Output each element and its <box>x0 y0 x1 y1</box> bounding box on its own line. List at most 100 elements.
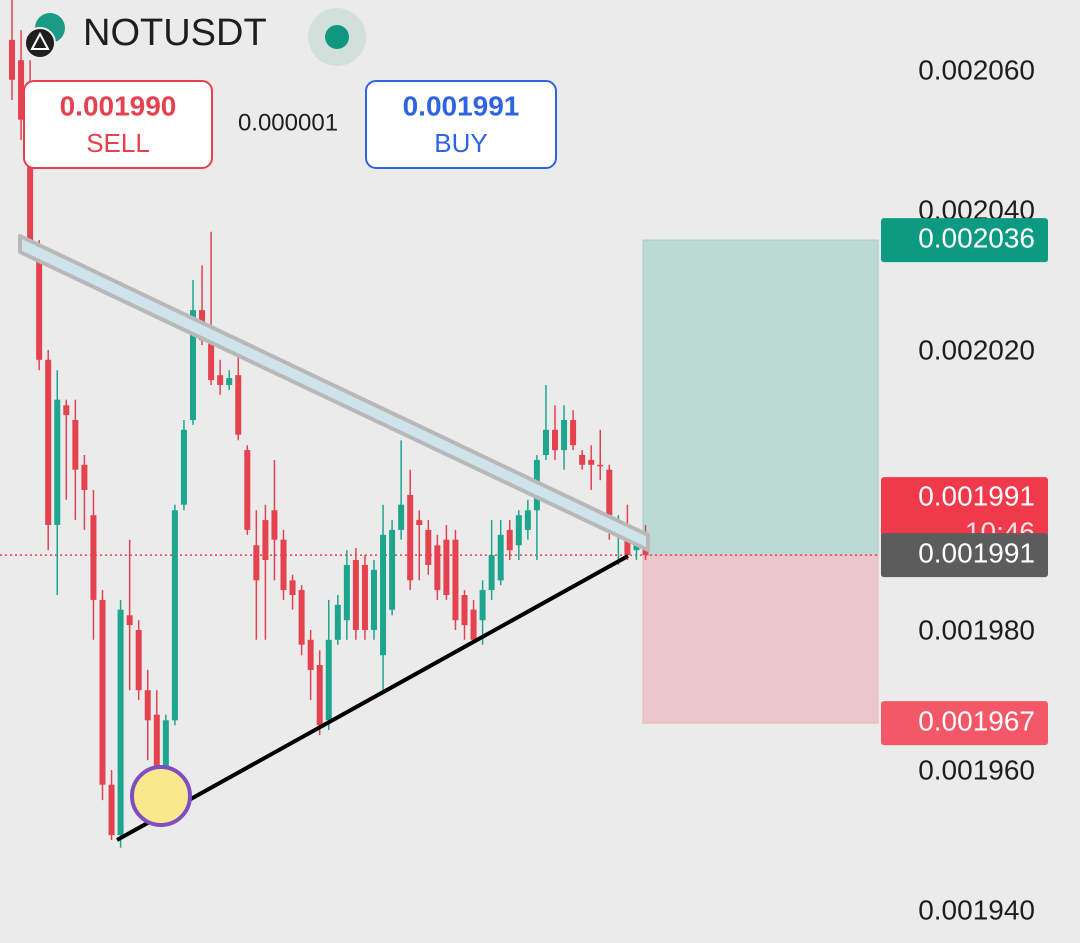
sell-label[interactable]: SELL <box>86 128 150 158</box>
candle-body <box>262 520 269 560</box>
symbol-title: NOTUSDT <box>83 12 267 54</box>
y-tick-label: 0.001940 <box>918 894 1035 925</box>
buy-label[interactable]: BUY <box>434 128 487 158</box>
candle-body <box>389 529 396 610</box>
price-tag-label: 0.001991 <box>918 537 1035 568</box>
candle-body <box>54 399 61 525</box>
candle-body <box>208 329 215 381</box>
candle-body <box>99 599 106 785</box>
candle-body <box>280 539 287 591</box>
candle-body <box>352 560 359 630</box>
last-price-tag-label: 0.001991 <box>918 480 1035 511</box>
candle-body <box>425 529 432 565</box>
candle-body <box>407 494 414 581</box>
candle-body <box>452 539 459 621</box>
candle-body <box>506 529 513 551</box>
candle-body <box>180 429 187 505</box>
candle-body <box>624 529 631 556</box>
candle-body <box>579 455 586 465</box>
candle-body <box>81 464 88 490</box>
warning-icon <box>24 27 56 59</box>
candle-body <box>144 690 151 721</box>
position-tool <box>0 239 880 724</box>
stop-tag <box>881 701 1048 746</box>
candle-body <box>497 534 504 581</box>
highlight-circle <box>130 765 192 827</box>
candle-body <box>72 420 79 470</box>
candle-body <box>380 534 387 656</box>
y-tick-label: 0.002020 <box>918 334 1035 365</box>
candle-body <box>371 569 377 630</box>
candle-body <box>153 714 160 791</box>
candle-body <box>597 464 604 467</box>
candle-body <box>588 459 595 465</box>
candle-body <box>298 590 305 645</box>
candle-body <box>542 429 549 455</box>
candle-body <box>171 510 178 721</box>
candle-body <box>416 520 423 525</box>
candle-body <box>63 405 70 416</box>
y-tick-label: 0.001960 <box>918 754 1035 785</box>
sell-box[interactable] <box>23 80 213 169</box>
candle-body <box>289 580 296 595</box>
loss-zone <box>642 554 879 724</box>
candle-body <box>361 564 368 630</box>
candle-body <box>470 609 477 640</box>
candle-body <box>434 545 441 591</box>
resistance-channel <box>18 234 650 552</box>
candle-body <box>217 375 224 385</box>
candle-body <box>461 595 468 626</box>
candle-body <box>316 665 323 726</box>
warning-glyph <box>30 31 50 50</box>
buy-box[interactable] <box>365 80 557 169</box>
sell-price[interactable]: 0.001990 <box>60 90 177 121</box>
candle-body <box>398 504 405 530</box>
candles <box>9 0 649 848</box>
price-axis: 0.0019400.0019600.0019800.0020200.002040… <box>918 54 1035 925</box>
candle-body <box>108 784 115 836</box>
candle-body <box>524 510 531 530</box>
candle-body <box>307 639 314 670</box>
candle-body <box>162 720 169 780</box>
y-tick-label: 0.002060 <box>918 54 1035 85</box>
buy-button[interactable]: 0.001991 BUY <box>365 80 557 169</box>
candle-body <box>343 564 350 621</box>
candle-body <box>226 378 233 385</box>
target-tag <box>881 218 1048 263</box>
sell-button[interactable]: 0.001990 SELL <box>23 80 213 169</box>
candle-body <box>244 450 251 530</box>
market-status-dot <box>325 25 349 49</box>
candle-body <box>515 515 522 546</box>
candle-body <box>117 609 124 836</box>
profit-zone <box>642 239 879 556</box>
candle-body <box>126 615 133 626</box>
candle-body <box>253 545 260 581</box>
candle-body <box>190 310 196 420</box>
candle-body <box>325 639 332 721</box>
candle-body <box>561 420 568 451</box>
candle-body <box>271 510 278 540</box>
price-tag <box>881 533 1048 578</box>
candle-body <box>90 515 97 600</box>
candle-body <box>235 375 242 435</box>
candle-body <box>45 359 52 525</box>
candle-body <box>36 249 43 360</box>
y-tick-label: 0.001980 <box>918 614 1035 645</box>
candle-body <box>334 604 341 640</box>
candle-body <box>633 545 640 551</box>
spread: 0.000001 <box>238 109 338 136</box>
candle-body <box>488 555 495 591</box>
candle-body <box>479 590 486 621</box>
stop-tag-label: 0.001967 <box>918 705 1035 736</box>
target-tag-label: 0.002036 <box>918 222 1035 253</box>
candle-body <box>443 539 450 595</box>
buy-price[interactable]: 0.001991 <box>403 90 520 121</box>
candle-body <box>552 429 558 451</box>
candle-body <box>9 39 15 80</box>
candle-body <box>606 469 613 516</box>
candle-body <box>570 420 577 446</box>
candle-body <box>135 630 142 691</box>
